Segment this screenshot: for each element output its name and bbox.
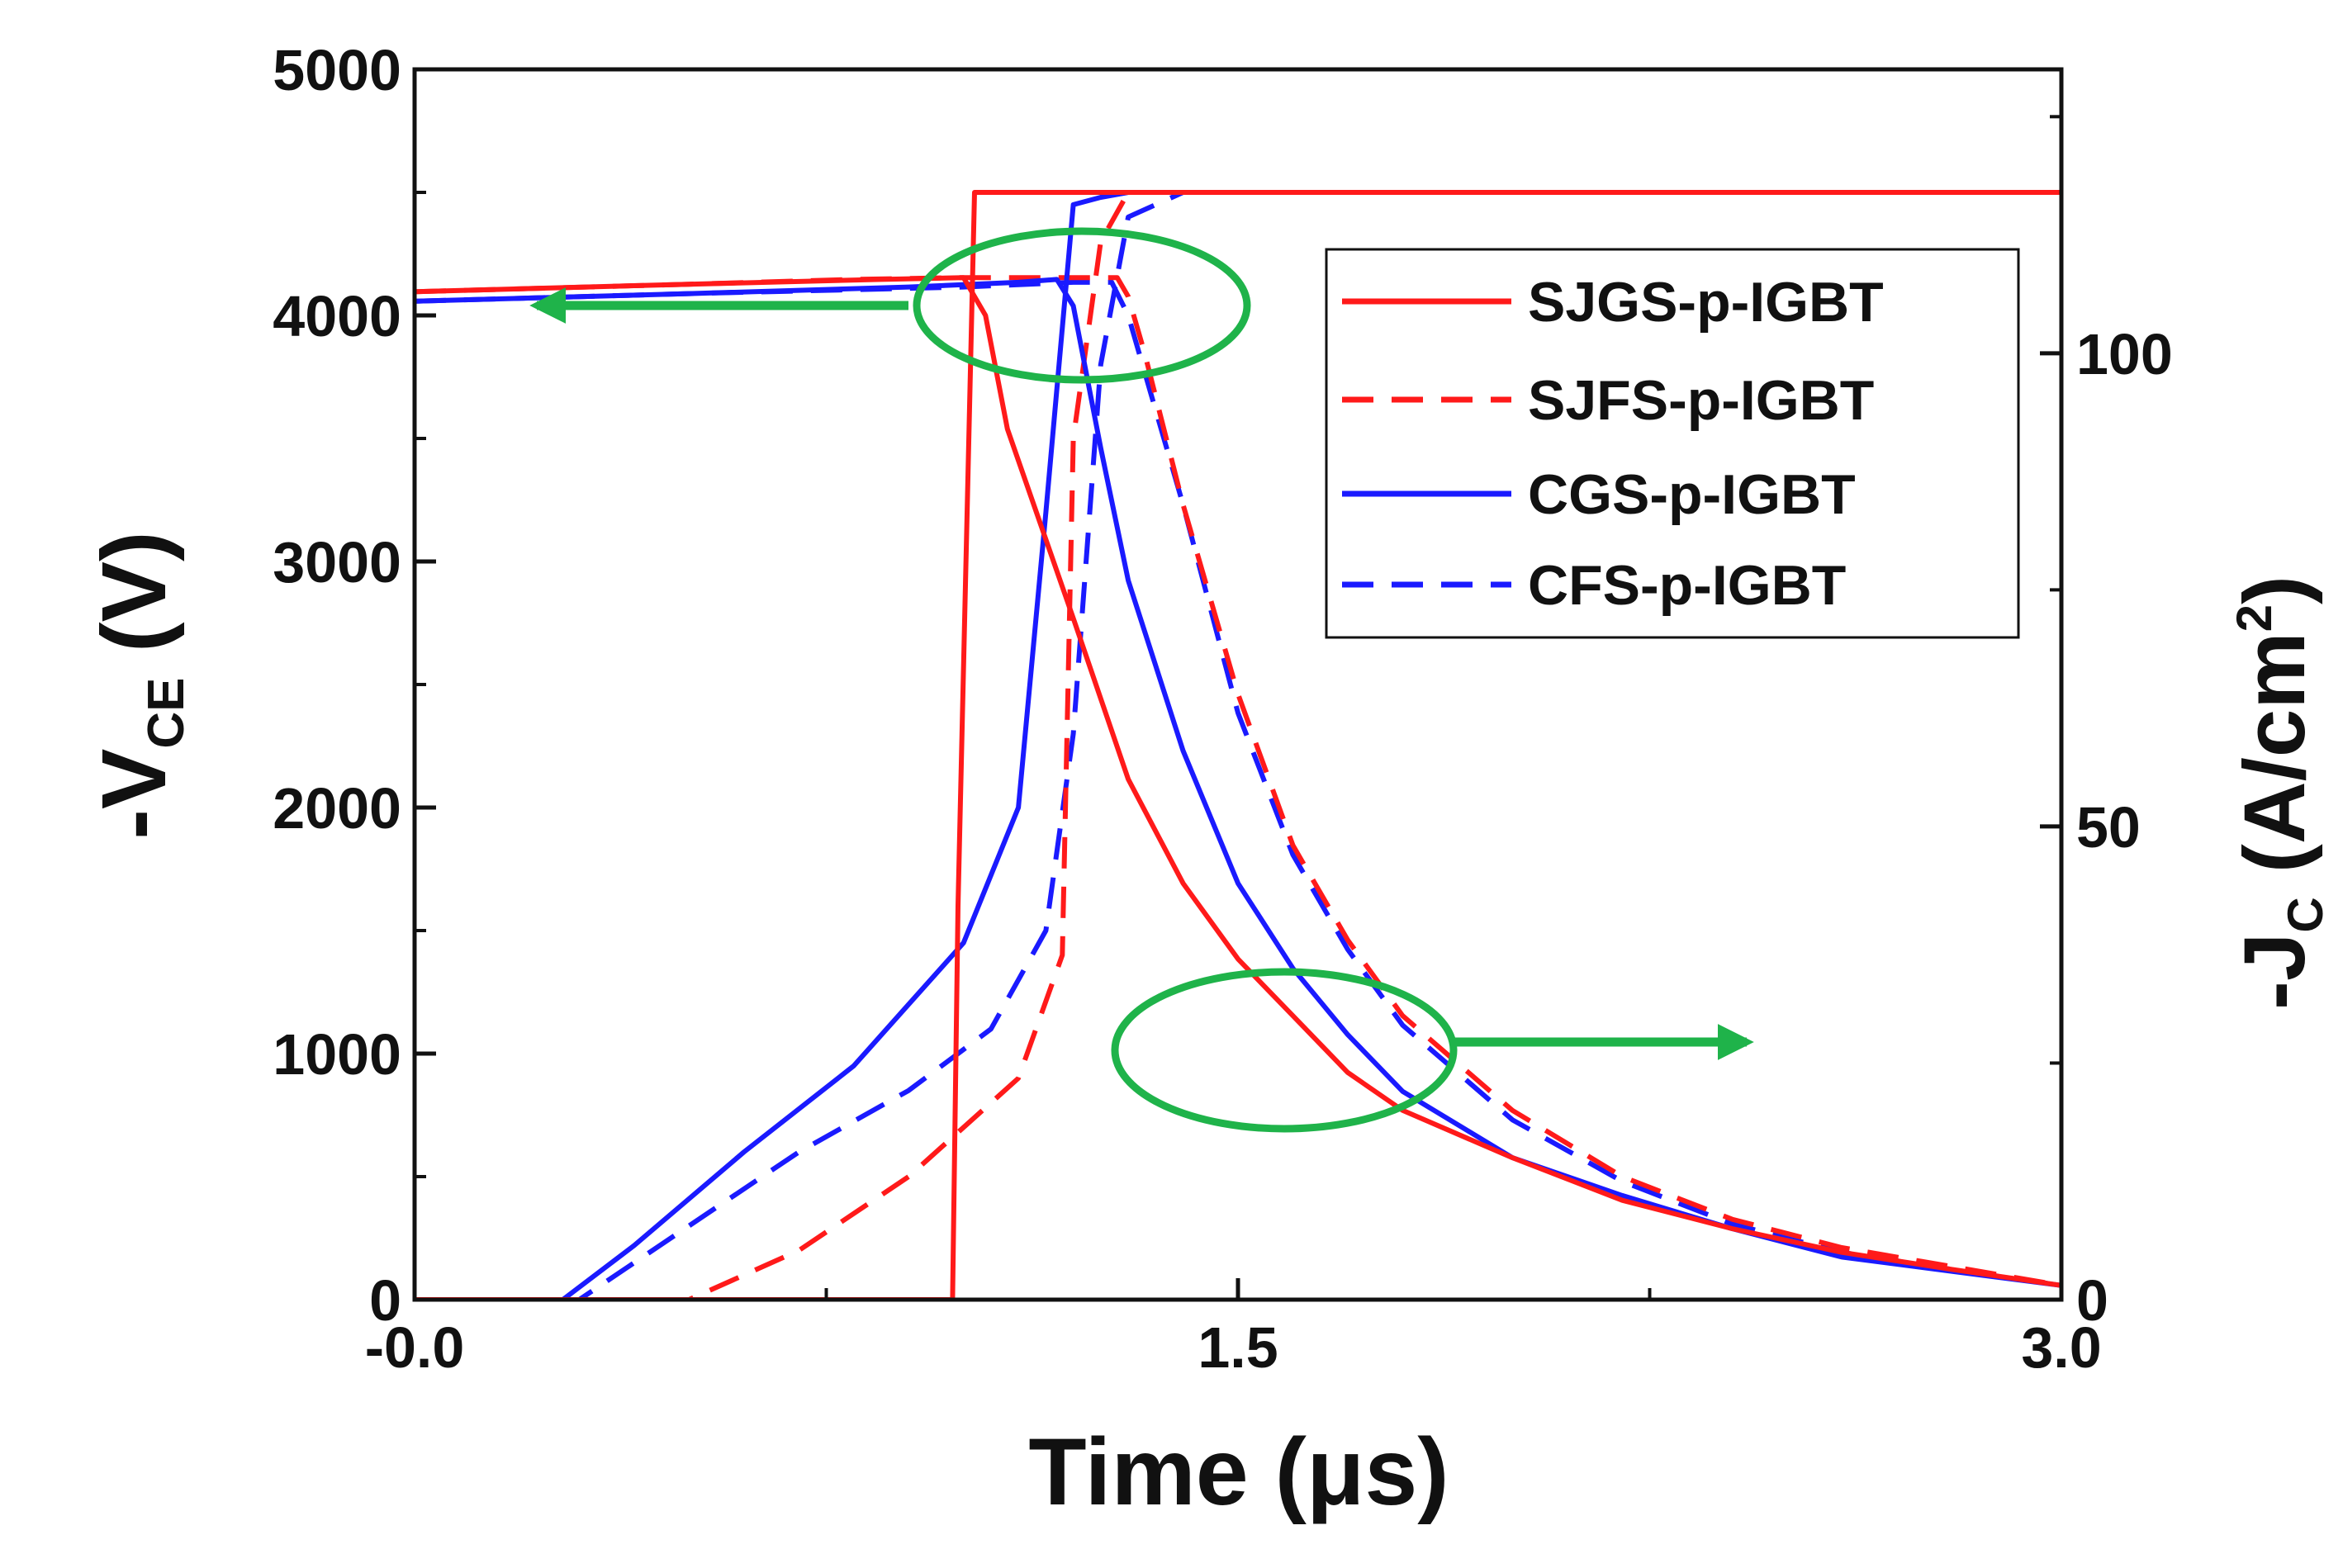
series-cfs-p-igbt-current [415, 279, 2061, 1288]
series-sjgs-p-igbt-current [415, 275, 2061, 1288]
y-right-title-subscript: C [2278, 897, 2333, 932]
legend-label-sjgs: SJGS-p-IGBT [1528, 271, 1884, 334]
y-left-title-prefix: -V [83, 749, 185, 840]
y-right-title-superscript: 2 [2227, 604, 2282, 632]
legend-label-cgs: CGS-p-IGBT [1528, 463, 1856, 526]
x-axis-title: Time (μs) [1028, 1419, 1449, 1525]
series-sjfs-p-igbt-voltage [415, 190, 2061, 1300]
series-layer [415, 190, 2061, 1300]
current-group-ellipse [1111, 968, 1458, 1133]
legend-box [1325, 248, 2020, 639]
y-left-tick-label: 5000 [273, 38, 401, 102]
y-left-tick-label: 4000 [273, 284, 401, 348]
y-left-tick-label: 3000 [273, 530, 401, 595]
y-right-tick-label: 0 [2076, 1268, 2108, 1333]
y-right-title-prefix: -J [2227, 933, 2323, 1010]
x-tick-label: 3.0 [2021, 1315, 2101, 1380]
y-right-axis-title: -JC (A/cm2) [2227, 576, 2333, 1010]
series-sjgs-p-igbt-voltage [415, 190, 2061, 1300]
y-right-tick-label: 50 [2076, 795, 2141, 860]
legend-label-sjfs: SJFS-p-IGBT [1528, 369, 1874, 432]
legend-item-sjfs: SJFS-p-IGBT [1342, 369, 1874, 432]
y-left-tick-label: 2000 [273, 776, 401, 841]
y-left-title-suffix: (V) [83, 531, 185, 677]
y-right-tick-label: 100 [2076, 322, 2173, 386]
annotations [529, 227, 1754, 1133]
y-left-title-subscript: CE [138, 678, 195, 749]
legend-item-cgs: CGS-p-IGBT [1342, 463, 1856, 526]
y-left-tick-label: 1000 [273, 1022, 401, 1087]
legend: SJGS-p-IGBT SJFS-p-IGBT CGS-p-IGBT CFS-p… [1325, 248, 2020, 639]
y-right-title-close: ) [2227, 576, 2323, 604]
x-tick-label: 1.5 [1198, 1315, 1278, 1380]
y-left-tick-label: 0 [369, 1268, 401, 1333]
legend-item-sjgs: SJGS-p-IGBT [1342, 271, 1884, 334]
y-right-title-suffix: (A/cm [2227, 632, 2323, 897]
legend-item-cfs: CFS-p-IGBT [1342, 554, 1846, 617]
legend-label-cfs: CFS-p-IGBT [1528, 554, 1846, 617]
series-cfs-p-igbt-voltage [415, 190, 2061, 1300]
x-tick-label: -0.0 [365, 1315, 465, 1380]
voltage-group-ellipse [913, 227, 1251, 384]
y-left-axis-title: -VCE (V) [83, 531, 195, 839]
